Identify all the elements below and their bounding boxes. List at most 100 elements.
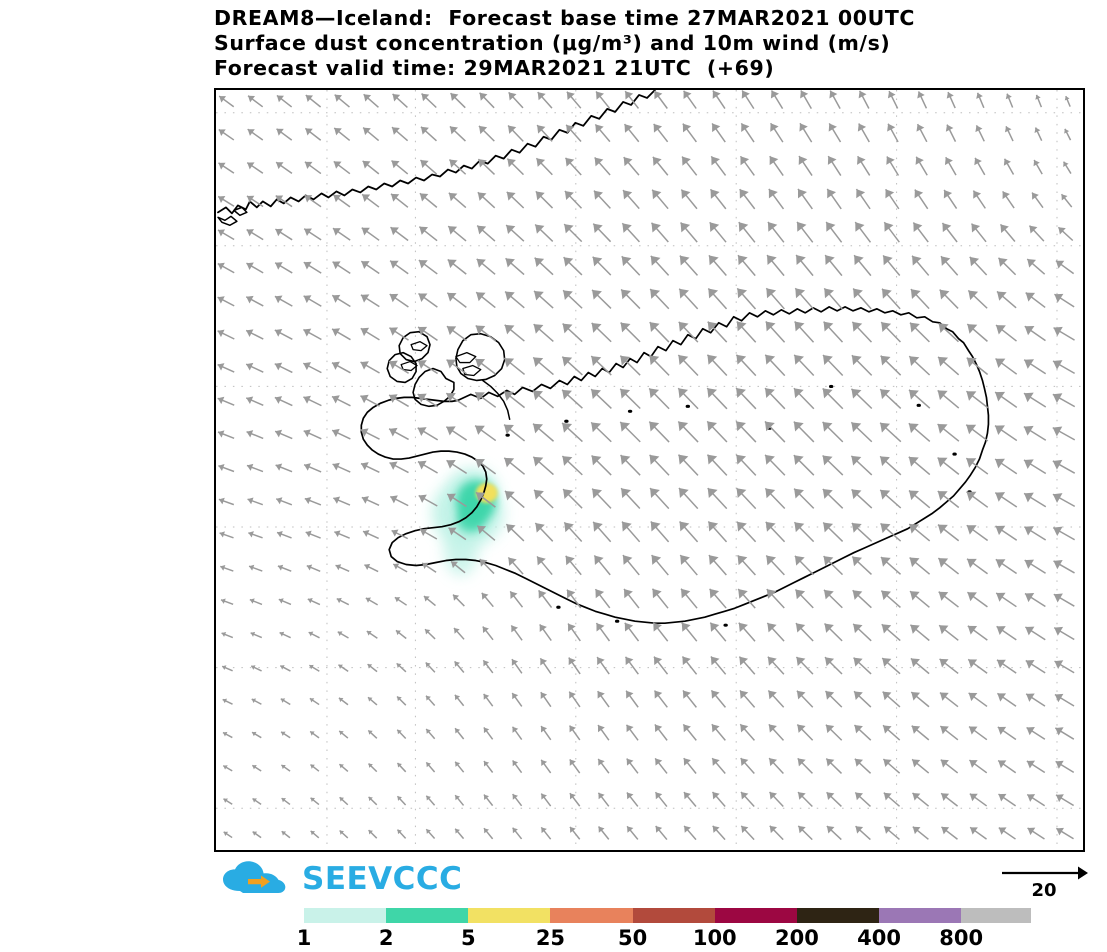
wind-arrow	[446, 359, 468, 375]
wind-arrow	[561, 422, 583, 443]
wind-arrow	[474, 391, 497, 408]
wind-arrow	[332, 462, 351, 473]
wind-arrow	[596, 656, 610, 675]
wind-arrow	[1064, 128, 1072, 141]
wind-arrow	[1005, 93, 1014, 108]
wind-arrow	[1053, 593, 1075, 607]
wind-arrow	[252, 797, 262, 805]
wind-arrow	[475, 491, 496, 508]
wind-arrow	[712, 825, 726, 841]
wind-arrow	[1023, 459, 1047, 475]
wind-arrow	[390, 193, 409, 208]
wind-arrow	[940, 826, 958, 840]
wind-arrow	[972, 190, 986, 209]
wind-arrow	[736, 521, 757, 543]
wind-arrow	[332, 227, 351, 241]
wind-arrow	[593, 554, 611, 576]
wind-arrow	[476, 258, 496, 275]
wind-arrow	[826, 825, 842, 841]
wind-arrow	[910, 657, 930, 675]
wind-arrow	[965, 457, 989, 475]
wind-arrow	[879, 489, 902, 509]
wind-arrow	[768, 723, 785, 741]
wind-arrow	[339, 829, 349, 839]
wind-arrow	[223, 798, 233, 805]
wind-arrow	[678, 487, 699, 510]
wind-arrow	[619, 421, 641, 443]
wind-arrow	[912, 222, 929, 243]
wind-arrow	[535, 190, 554, 209]
wind-arrow	[445, 426, 468, 441]
seevccc-logo[interactable]: SEEVCCC	[220, 858, 462, 900]
wind-arrow	[824, 690, 843, 708]
coastline-path	[482, 379, 511, 421]
wind-arrow	[591, 488, 612, 509]
wind-arrow	[540, 691, 552, 708]
colorbar-tick-labels: 1 2 5 25 50 100 200 400 800	[297, 926, 1031, 952]
wind-arrow	[766, 588, 785, 609]
wind-arrow	[995, 357, 1018, 375]
forecast-map[interactable]	[214, 88, 1085, 852]
wind-arrow	[793, 354, 815, 377]
wind-arrow	[360, 294, 380, 308]
wind-arrow	[995, 324, 1017, 342]
wind-arrow	[360, 327, 380, 341]
wind-arrow	[619, 454, 641, 476]
wind-arrow	[454, 794, 465, 806]
wind-arrow	[303, 228, 322, 241]
wind-arrow	[822, 354, 844, 377]
wind-arrow	[966, 591, 988, 608]
wind-arrow	[738, 656, 756, 675]
wind-arrow	[217, 229, 235, 241]
wind-arrow	[220, 598, 234, 605]
wind-arrow	[912, 792, 930, 807]
wind-arrow	[625, 724, 639, 741]
wind-arrow	[966, 323, 988, 342]
wind-arrow	[361, 193, 380, 208]
wind-arrow	[768, 188, 785, 210]
wind-arrow	[424, 628, 436, 640]
wind-arrow	[597, 758, 610, 774]
wind-arrow	[483, 693, 494, 707]
wind-arrow	[251, 764, 262, 772]
wind-arrow	[966, 558, 988, 575]
wind-arrow	[795, 656, 814, 675]
wind-arrow	[425, 661, 436, 673]
wind-arrow	[945, 124, 957, 142]
wind-arrow	[217, 262, 235, 274]
wind-arrow	[281, 830, 291, 839]
wind-arrow	[976, 92, 985, 109]
wind-arrow	[222, 731, 233, 739]
wind-arrow	[536, 555, 553, 576]
wind-arrow	[764, 387, 786, 410]
wind-arrow	[654, 791, 668, 807]
wind-arrow	[822, 421, 844, 443]
wind-arrow	[247, 497, 264, 506]
wind-arrow	[887, 123, 899, 143]
wind-arrow	[251, 698, 262, 705]
wind-arrow	[679, 255, 699, 276]
wind-arrow	[304, 127, 322, 141]
wind-arrow	[1055, 260, 1075, 275]
wind-arrow	[308, 631, 320, 639]
wind-arrow	[794, 555, 814, 576]
wind-arrow	[503, 390, 526, 409]
coastline-path	[455, 351, 477, 364]
wind-arrow	[569, 792, 581, 807]
wind-arrow	[331, 328, 351, 341]
wind-arrow	[706, 354, 728, 377]
wind-arrow	[453, 627, 465, 640]
title-line-valid-time: Forecast valid time: 29MAR2021 21UTC (+6…	[214, 56, 775, 80]
wind-arrow	[389, 260, 409, 275]
wind-arrow	[304, 161, 322, 175]
wind-arrow	[394, 596, 408, 606]
wind-arrow	[367, 696, 378, 706]
wind-arrow	[625, 690, 639, 708]
seevccc-logo-text: SEEVCCC	[302, 861, 463, 897]
wind-arrow	[879, 422, 902, 443]
wind-arrow	[711, 122, 726, 143]
wind-arrow	[474, 458, 497, 475]
wind-arrow	[368, 829, 378, 839]
wind-arrow	[794, 320, 815, 343]
wind-arrow	[563, 521, 583, 543]
